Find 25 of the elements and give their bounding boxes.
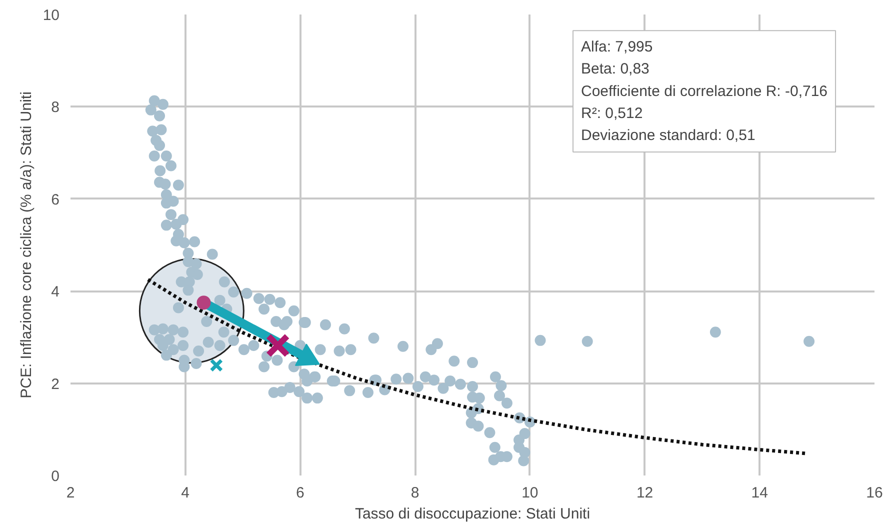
- y-tick-label: 0: [51, 468, 60, 485]
- y-tick-label: 2: [51, 376, 60, 393]
- x-tick-label: 2: [66, 484, 75, 502]
- point: [196, 296, 211, 310]
- x-tick-label: 4: [181, 484, 190, 502]
- point: [266, 333, 290, 358]
- y-tick-label: 4: [51, 284, 60, 301]
- annotation: Beta: 0,83: [581, 60, 650, 78]
- line-series: [146, 278, 808, 456]
- x-tick-label: 6: [296, 484, 304, 502]
- point: [210, 358, 224, 372]
- x-tick-label: 10: [522, 484, 538, 502]
- annotation: Alfa: 7,995: [581, 38, 653, 56]
- y-tick-label: 10: [42, 7, 60, 24]
- annotation: Coefficiente di correlazione R: -0,716: [581, 82, 828, 100]
- y-tick-label: 6: [51, 191, 60, 208]
- x-axis-title: Tasso di disoccupazione: Stati Uniti: [354, 506, 590, 522]
- x-tick-label: 12: [636, 484, 654, 502]
- x-tick-label: 14: [751, 484, 768, 502]
- x-tick-label: 16: [866, 484, 883, 502]
- x-tick-label: 8: [410, 484, 420, 502]
- annotation: R²: 0,512: [581, 104, 643, 122]
- annotation: Deviazione standard: 0,51: [581, 127, 756, 144]
- y-axis-title: PCE: Inflazione core ciclica (% a/a): Stati Uniti: [18, 92, 35, 398]
- y-tick-label: 8: [51, 99, 60, 116]
